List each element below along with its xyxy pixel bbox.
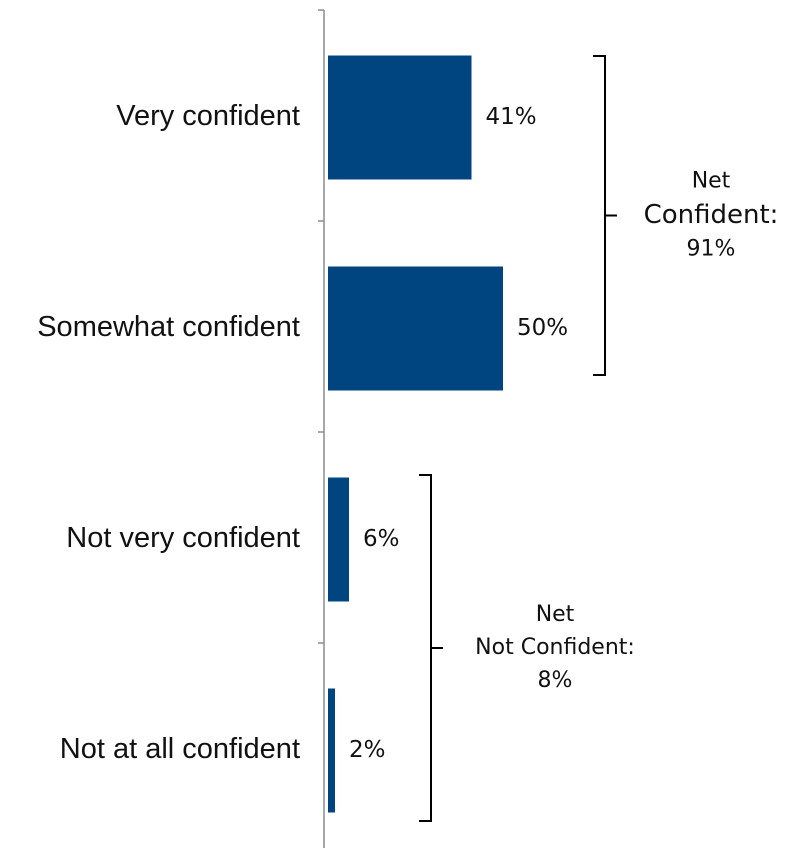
net-not-confident-group: Net Not Confident: 8% [419,474,635,822]
value-label-somewhat-confident: 50% [517,315,568,341]
bar-not-at-all-confident [328,688,335,813]
net-not-confident-bracket [419,474,443,822]
bar-somewhat-confident [328,266,503,391]
category-label-very-confident: Very confident [116,100,300,132]
net-confident-label-value: 91% [687,237,736,262]
category-label-not-very-confident: Not very confident [66,522,300,554]
net-confident-label-line1: Net [692,169,731,194]
bar-very-confident [328,55,472,180]
value-label-not-at-all-confident: 2% [349,737,386,763]
category-label-somewhat-confident: Somewhat confident [37,311,300,343]
net-not-confident-label-line2: Not Confident: [475,635,635,660]
value-label-not-very-confident: 6% [363,526,400,552]
axis-ticks [318,9,324,644]
net-confident-label-line2: Confident: [644,200,779,230]
net-not-confident-label-value: 8% [538,668,573,693]
net-not-confident-label-line1: Net [536,602,575,627]
net-confident-group: Net Confident: 91% [593,55,779,376]
bar-not-very-confident [328,477,349,602]
category-label-not-at-all-confident: Not at all confident [60,733,300,765]
bars: Very confident 41% Somewhat confident 50% No… [37,55,568,813]
net-confident-bracket [593,55,617,376]
value-label-very-confident: 41% [486,104,537,130]
